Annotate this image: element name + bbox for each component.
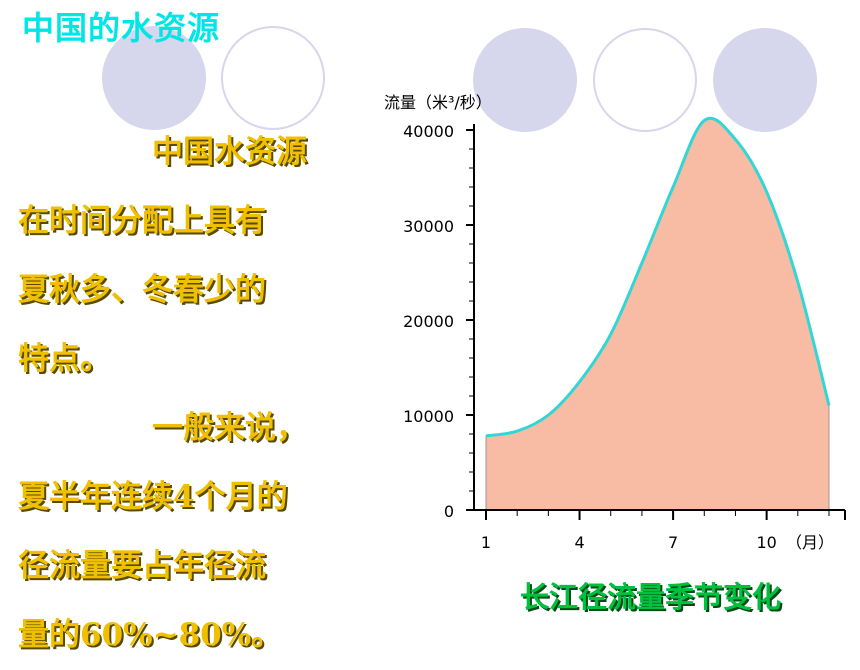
text-line: 在时间分配上具有 bbox=[18, 203, 266, 239]
decor-circle-3 bbox=[713, 28, 817, 132]
x-axis-label: （月） bbox=[786, 533, 834, 552]
runoff-area bbox=[486, 118, 829, 510]
y-axis-label: 流量（米³/秒） bbox=[384, 93, 492, 112]
chart-title: 长江径流量季节变化 bbox=[520, 580, 782, 614]
decor-ring-2 bbox=[593, 28, 697, 132]
x-tick-label: 7 bbox=[668, 533, 678, 552]
decor-circle-2 bbox=[473, 28, 577, 132]
y-tick-label: 10000 bbox=[403, 407, 454, 426]
y-tick-label: 40000 bbox=[403, 122, 454, 141]
text-line: 夏秋多、冬春少的 bbox=[18, 272, 266, 308]
chart-axes-group bbox=[466, 124, 846, 520]
chart-labels-group: 0 10000 20000 30000 40000 1 4 7 10 （月） 流量（米³/秒） bbox=[384, 93, 834, 552]
text-line: 特点。 bbox=[18, 341, 111, 377]
text-line: 中国水资源 bbox=[152, 134, 307, 170]
y-tick-label: 30000 bbox=[403, 217, 454, 236]
text-line: 夏半年连续4个月的 bbox=[18, 479, 288, 515]
y-tick-label: 20000 bbox=[403, 312, 454, 331]
text-line: 径流量要占年径流 bbox=[18, 548, 266, 584]
body-text: 中国水资源 在时间分配上具有 夏秋多、冬春少的 特点。 一般来说， 夏半年连续4… bbox=[18, 118, 348, 670]
text-line: 一般来说， bbox=[152, 410, 307, 446]
decor-circle-1 bbox=[102, 26, 206, 130]
y-tick-label: 0 bbox=[444, 502, 454, 521]
page-title: 中国的水资源 bbox=[22, 9, 221, 47]
decor-ring-1 bbox=[221, 26, 325, 130]
chart-area-group bbox=[485, 116, 831, 510]
runoff-line bbox=[485, 116, 831, 438]
x-tick-label: 10 bbox=[756, 533, 776, 552]
x-tick-label: 4 bbox=[574, 533, 584, 552]
runoff-chart: 0 10000 20000 30000 40000 1 4 7 10 （月） 流量（米³/秒） bbox=[384, 93, 846, 552]
x-tick-label: 1 bbox=[481, 533, 491, 552]
